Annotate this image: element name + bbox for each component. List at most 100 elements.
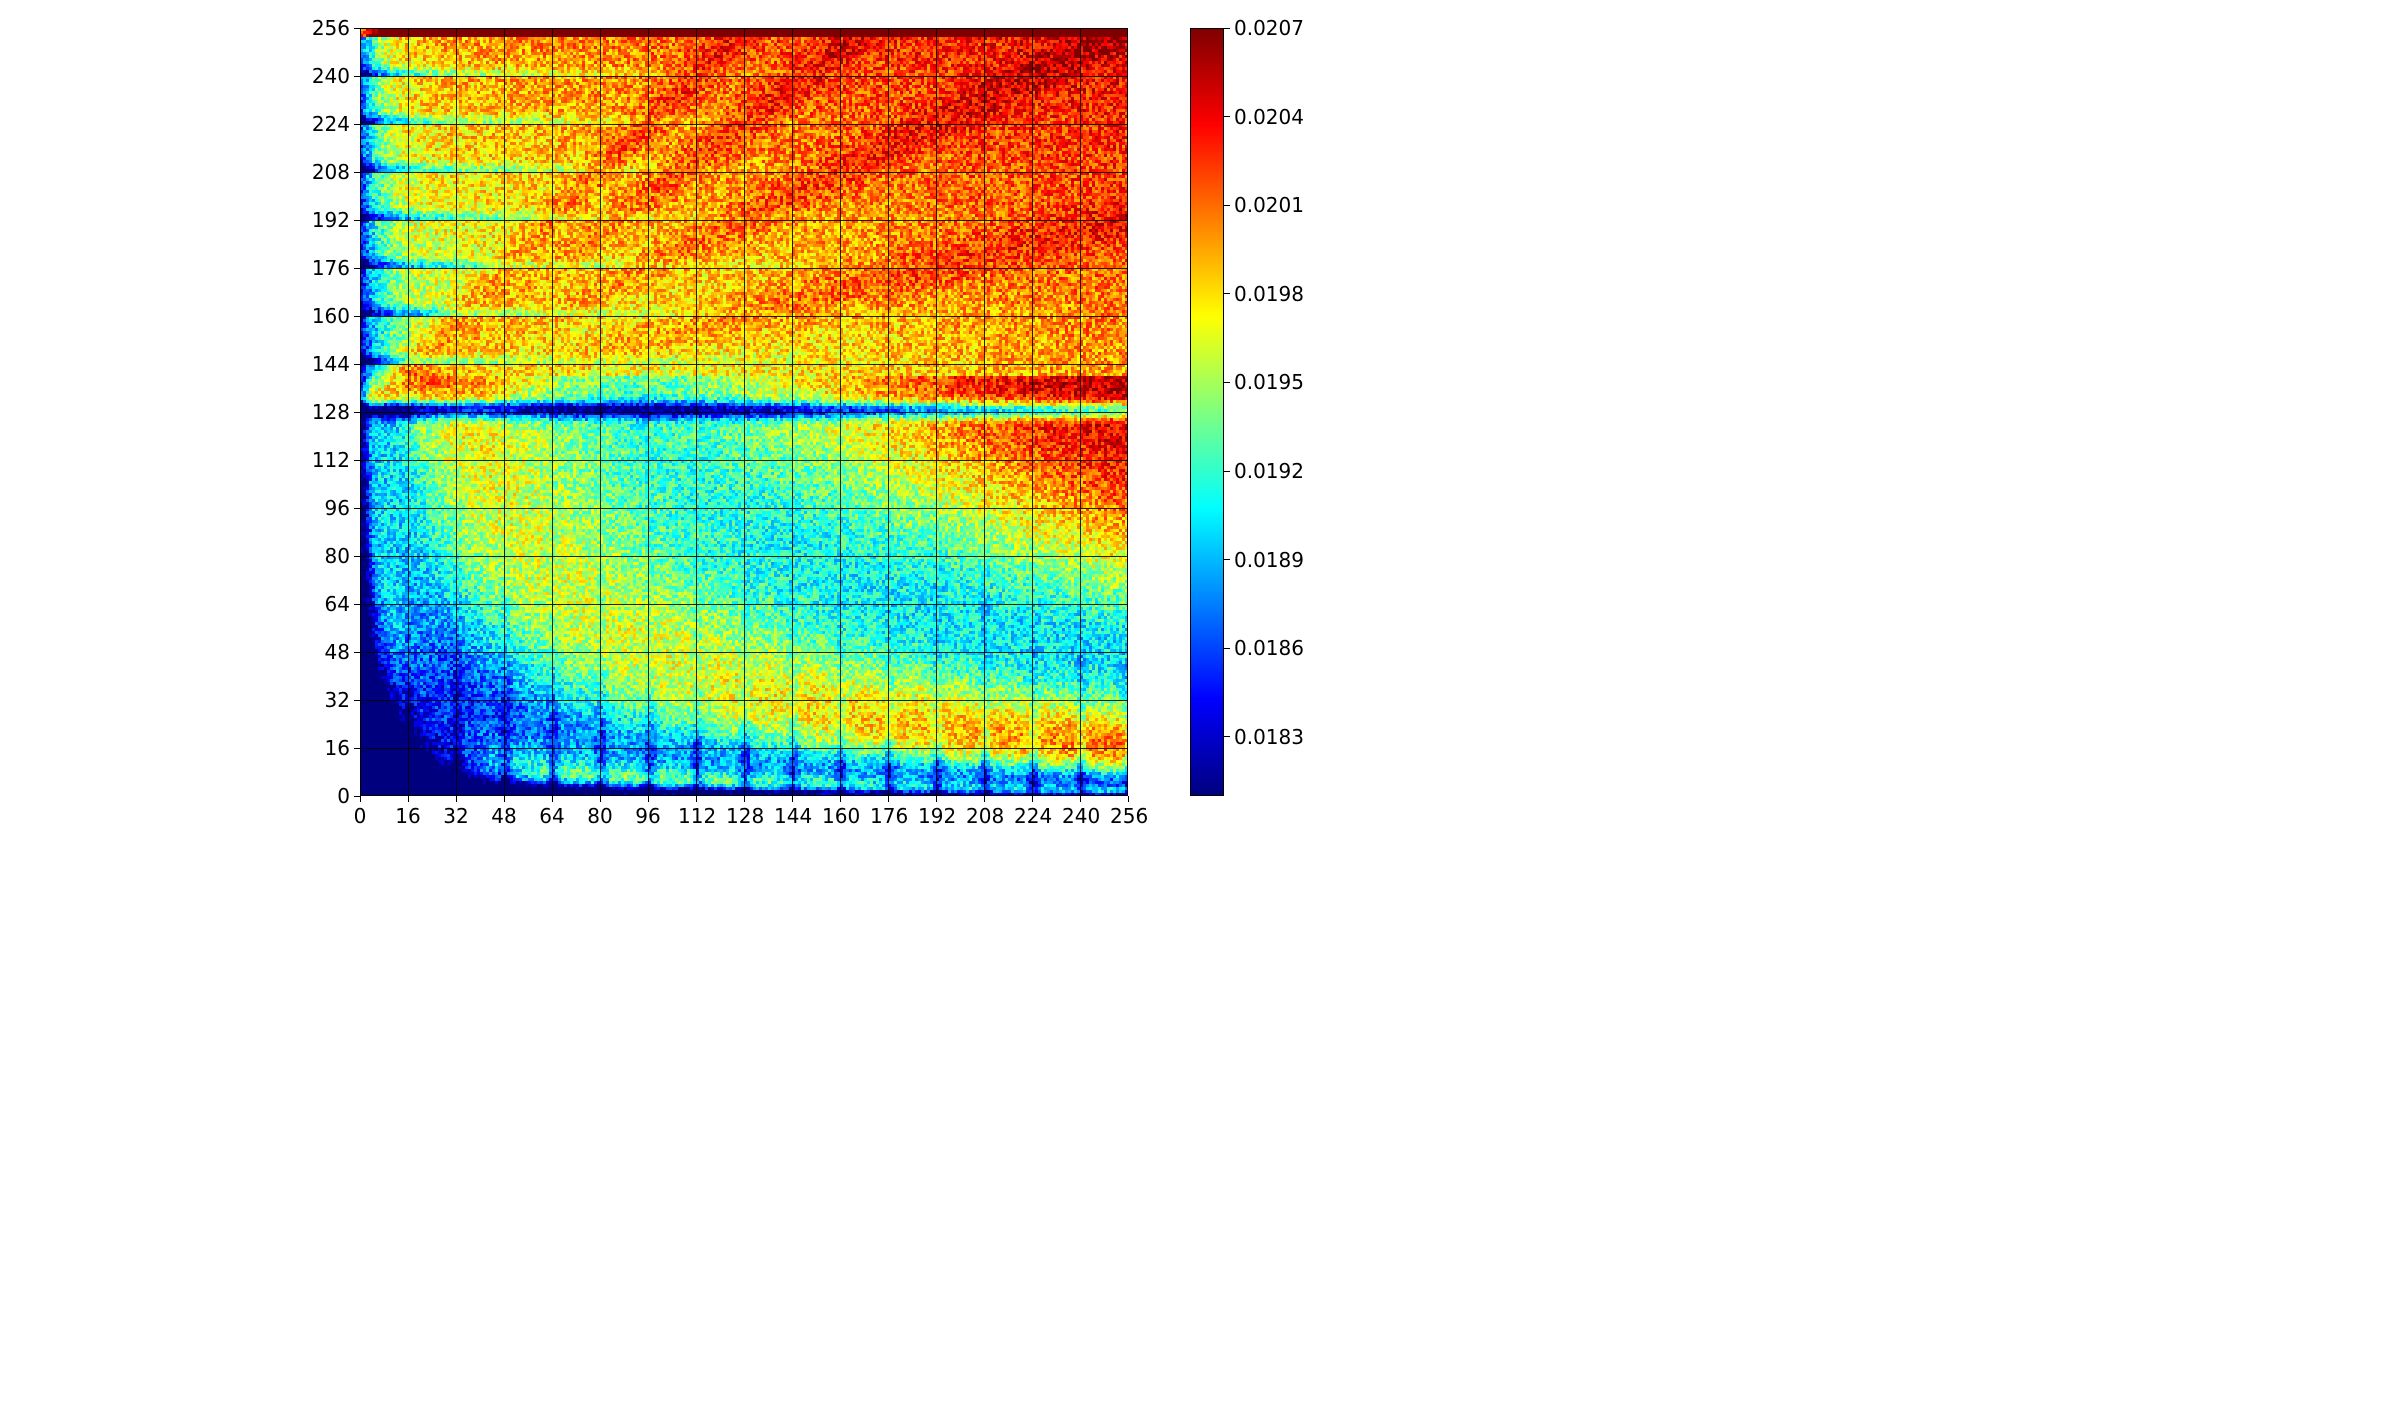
x-tick bbox=[648, 796, 649, 802]
x-tick bbox=[792, 796, 793, 802]
colorbar-tick bbox=[1224, 28, 1230, 29]
colorbar-tick-label: 0.0207 bbox=[1234, 16, 1304, 40]
y-tick-label: 192 bbox=[312, 208, 350, 232]
figure: 0 16 32 48 64 80 96 112 128 144 160 176 192 208 224 240… bbox=[0, 0, 2400, 1427]
y-tick bbox=[354, 28, 360, 29]
y-tick bbox=[354, 748, 360, 749]
gridline-vertical bbox=[840, 28, 841, 796]
colorbar-canvas bbox=[1190, 28, 1224, 796]
colorbar-tick-label: 0.0195 bbox=[1234, 370, 1304, 394]
colorbar-tick-label: 0.0204 bbox=[1234, 105, 1304, 129]
y-tick-label: 160 bbox=[312, 304, 350, 328]
x-tick bbox=[1128, 796, 1129, 802]
y-tick bbox=[354, 508, 360, 509]
colorbar-tick bbox=[1224, 382, 1230, 383]
x-tick bbox=[1080, 796, 1081, 802]
colorbar-tick-label: 0.0192 bbox=[1234, 459, 1304, 483]
x-tick-label: 48 bbox=[486, 804, 522, 828]
y-tick bbox=[354, 652, 360, 653]
x-tick bbox=[744, 796, 745, 802]
y-tick-label: 144 bbox=[312, 352, 350, 376]
x-tick bbox=[456, 796, 457, 802]
colorbar-tick bbox=[1224, 559, 1230, 560]
y-tick-label: 256 bbox=[312, 16, 350, 40]
colorbar-tick-label: 0.0183 bbox=[1234, 725, 1304, 749]
y-tick bbox=[354, 460, 360, 461]
y-tick-label: 48 bbox=[325, 640, 350, 664]
colorbar-tick bbox=[1224, 116, 1230, 117]
y-tick bbox=[354, 76, 360, 77]
x-tick bbox=[504, 796, 505, 802]
gridline-horizontal bbox=[360, 460, 1128, 461]
x-tick-label: 176 bbox=[870, 804, 906, 828]
colorbar-tick-label: 0.0201 bbox=[1234, 193, 1304, 217]
y-tick bbox=[354, 412, 360, 413]
colorbar-tick bbox=[1224, 293, 1230, 294]
gridline-horizontal bbox=[360, 556, 1128, 557]
y-tick-label: 0 bbox=[337, 784, 350, 808]
y-tick bbox=[354, 604, 360, 605]
gridline-vertical bbox=[792, 28, 793, 796]
y-tick bbox=[354, 364, 360, 365]
colorbar-tick-label: 0.0186 bbox=[1234, 636, 1304, 660]
gridline-vertical bbox=[888, 28, 889, 796]
x-tick-label: 208 bbox=[966, 804, 1002, 828]
x-tick bbox=[408, 796, 409, 802]
x-tick-label: 144 bbox=[774, 804, 810, 828]
y-tick-label: 80 bbox=[325, 544, 350, 568]
y-tick-label: 96 bbox=[325, 496, 350, 520]
y-tick-label: 176 bbox=[312, 256, 350, 280]
y-tick bbox=[354, 556, 360, 557]
x-tick-label: 192 bbox=[918, 804, 954, 828]
colorbar-tick-label: 0.0189 bbox=[1234, 548, 1304, 572]
x-tick-label: 224 bbox=[1014, 804, 1050, 828]
y-tick bbox=[354, 268, 360, 269]
x-tick bbox=[552, 796, 553, 802]
heatmap-grid bbox=[360, 28, 1128, 796]
x-tick-label: 160 bbox=[822, 804, 858, 828]
y-tick-label: 128 bbox=[312, 400, 350, 424]
gridline-horizontal bbox=[360, 604, 1128, 605]
y-tick-label: 112 bbox=[312, 448, 350, 472]
gridline-horizontal bbox=[360, 508, 1128, 509]
y-tick bbox=[354, 124, 360, 125]
y-tick bbox=[354, 220, 360, 221]
y-tick-label: 224 bbox=[312, 112, 350, 136]
y-tick-label: 240 bbox=[312, 64, 350, 88]
colorbar-tick bbox=[1224, 648, 1230, 649]
colorbar-tick bbox=[1224, 736, 1230, 737]
x-tick bbox=[600, 796, 601, 802]
colorbar-tick bbox=[1224, 471, 1230, 472]
y-tick-label: 208 bbox=[312, 160, 350, 184]
heatmap-axes bbox=[360, 28, 1128, 796]
x-tick-label: 112 bbox=[678, 804, 714, 828]
x-tick-label: 32 bbox=[438, 804, 474, 828]
y-tick bbox=[354, 316, 360, 317]
gridline-vertical bbox=[1080, 28, 1081, 796]
x-tick bbox=[984, 796, 985, 802]
x-tick-label: 64 bbox=[534, 804, 570, 828]
y-tick bbox=[354, 796, 360, 797]
colorbar bbox=[1190, 28, 1224, 796]
x-tick-label: 96 bbox=[630, 804, 666, 828]
y-tick-label: 16 bbox=[325, 736, 350, 760]
x-tick bbox=[888, 796, 889, 802]
gridline-vertical bbox=[1032, 28, 1033, 796]
x-tick bbox=[840, 796, 841, 802]
gridline-horizontal bbox=[360, 748, 1128, 749]
x-tick bbox=[1032, 796, 1033, 802]
x-tick bbox=[360, 796, 361, 802]
y-tick bbox=[354, 700, 360, 701]
y-tick bbox=[354, 172, 360, 173]
x-tick-label: 80 bbox=[582, 804, 618, 828]
x-tick-label: 16 bbox=[390, 804, 426, 828]
x-tick bbox=[696, 796, 697, 802]
x-tick bbox=[936, 796, 937, 802]
gridline-horizontal bbox=[360, 700, 1128, 701]
colorbar-tick-label: 0.0198 bbox=[1234, 282, 1304, 306]
x-tick-label: 240 bbox=[1062, 804, 1098, 828]
x-tick-label: 128 bbox=[726, 804, 762, 828]
gridline-vertical bbox=[984, 28, 985, 796]
y-tick-label: 64 bbox=[325, 592, 350, 616]
colorbar-tick bbox=[1224, 205, 1230, 206]
